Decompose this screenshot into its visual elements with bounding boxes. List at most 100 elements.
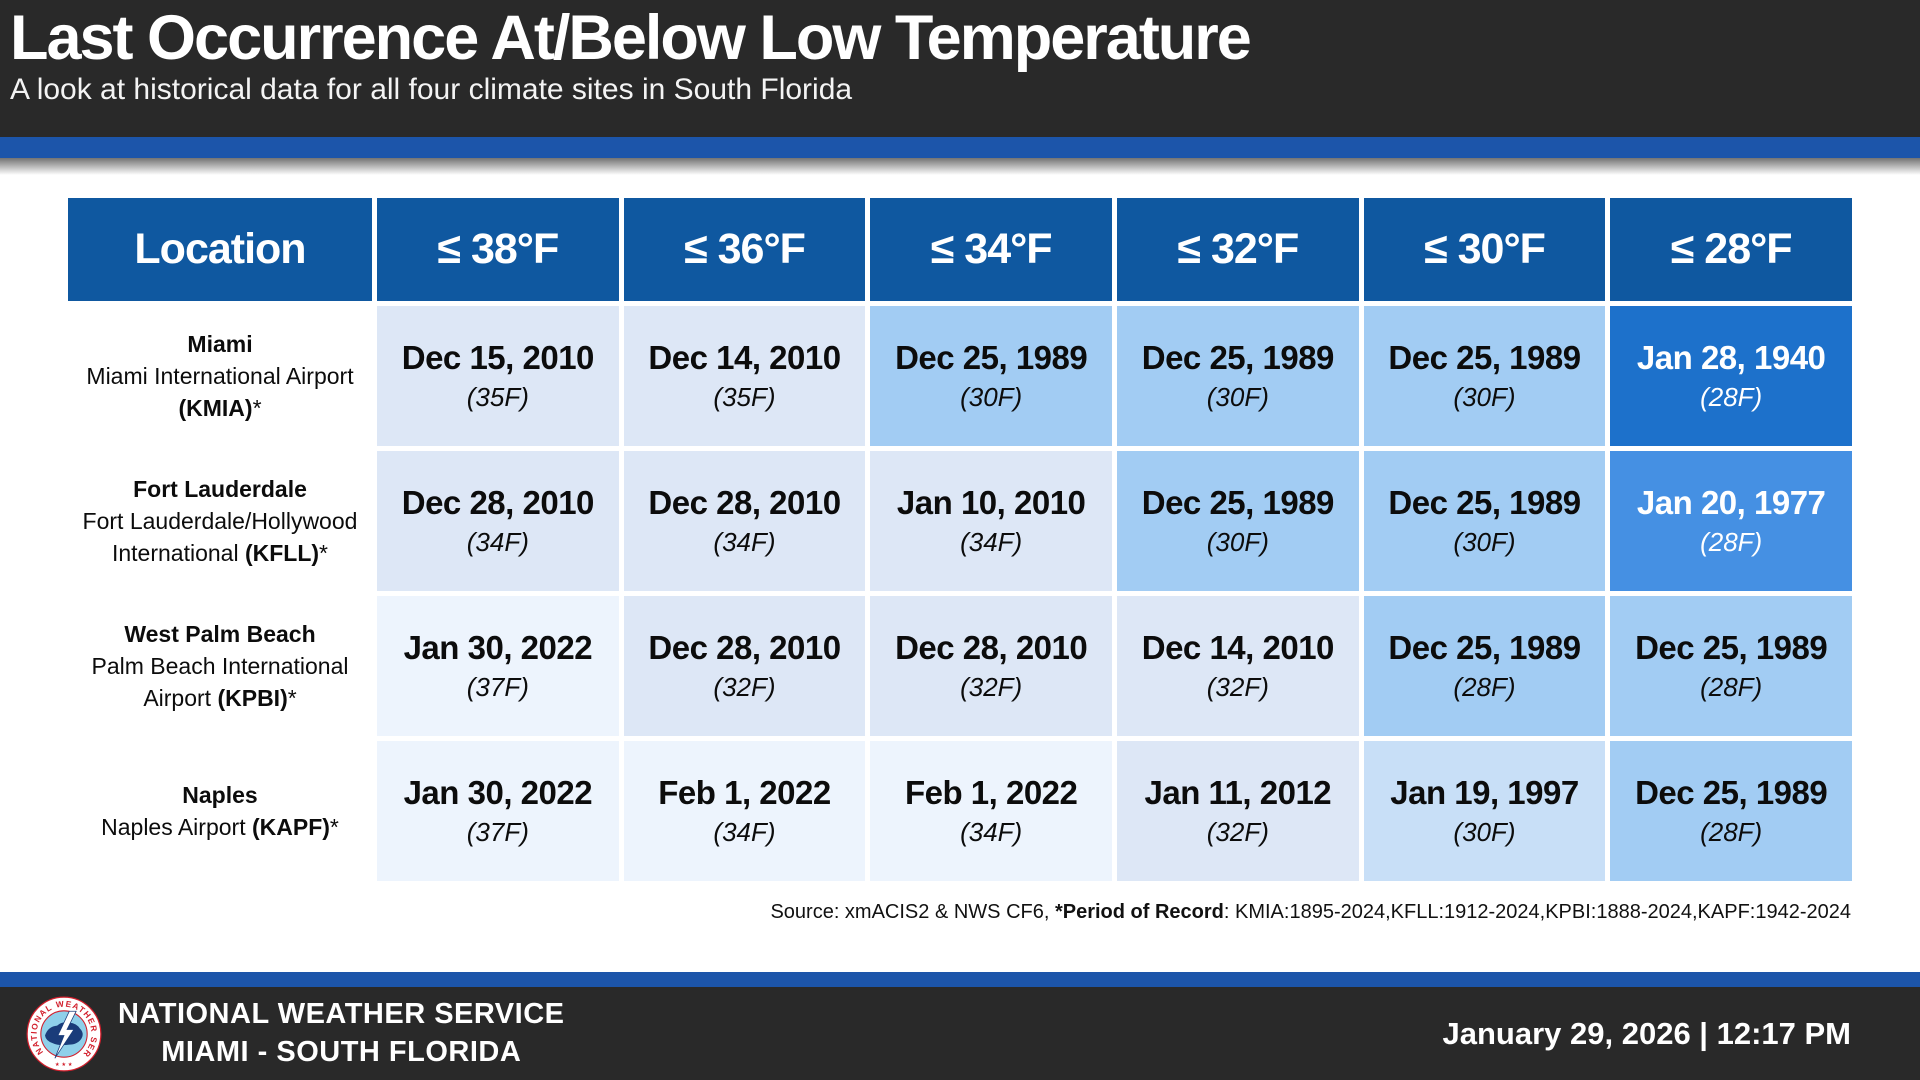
cell-temp: (28F): [1453, 672, 1516, 702]
location-asterisk: *: [319, 540, 328, 567]
cell-temp: (28F): [1700, 527, 1763, 557]
location-code: (KAPF): [251, 814, 330, 840]
location-code-prefix: Airport: [143, 685, 218, 712]
date-cell: Dec 25, 1989 (30F): [1117, 306, 1359, 446]
location-code-line: International (KFLL)*: [112, 537, 328, 569]
cell-date: Feb 1, 2022: [904, 774, 1078, 811]
date-cell: Dec 28, 2010 (34F): [377, 451, 619, 591]
footer-datetime: January 29, 2026 | 12:17 PM: [1442, 1015, 1851, 1051]
cell-date: Dec 14, 2010: [1141, 629, 1335, 666]
source-prefix: Source: xmACIS2 & NWS CF6,: [770, 901, 1055, 923]
cell-temp: (35F): [466, 382, 529, 412]
cell-date: Jan 30, 2022: [403, 629, 593, 666]
location-asterisk: *: [329, 814, 339, 840]
date-cell: Dec 25, 1989 (30F): [1363, 451, 1606, 591]
cell-temp: (32F): [1206, 817, 1269, 847]
date-cell: Jan 30, 2022 (37F): [377, 596, 619, 736]
cell-temp: (30F): [1453, 382, 1516, 412]
cell-date: Dec 28, 2010: [895, 629, 1088, 666]
cell-date: Jan 10, 2010: [896, 484, 1086, 521]
cell-temp: (32F): [960, 672, 1023, 702]
cell-temp: (32F): [713, 672, 776, 702]
location-name: West Palm Beach: [124, 620, 316, 647]
location-asterisk: *: [287, 685, 297, 712]
date-cell: Jan 20, 1977 (28F): [1610, 451, 1852, 591]
cell-temp: (34F): [960, 817, 1023, 847]
last-occurrence-table: Location ≤ 38°F ≤ 36°F ≤ 34°F ≤ 32°F ≤ 3…: [68, 198, 1852, 881]
accent-stripe: [0, 137, 1920, 158]
cell-temp: (30F): [1206, 382, 1269, 412]
footer-bar: NATIONAL WEATHER SERVICE ★ ★ ★ NATIONAL …: [0, 987, 1920, 1080]
cell-temp: (30F): [1453, 817, 1516, 847]
column-header-34f: ≤ 34°F: [870, 198, 1112, 301]
date-cell: Dec 14, 2010 (32F): [1117, 596, 1359, 736]
cell-date: Dec 25, 1989: [1141, 484, 1335, 521]
cell-temp: (28F): [1700, 817, 1763, 847]
cell-date: Jan 19, 1997: [1390, 774, 1579, 811]
location-code: (KMIA): [178, 395, 253, 422]
cell-date: Jan 11, 2012: [1144, 774, 1332, 811]
column-header-36f: ≤ 36°F: [623, 198, 866, 301]
cell-date: Feb 1, 2022: [658, 774, 831, 811]
source-suffix: : KMIA:1895-2024,KFLL:1912-2024,KPBI:188…: [1223, 901, 1851, 923]
cell-date: Dec 25, 1989: [1388, 484, 1581, 521]
cell-date: Dec 25, 1989: [1388, 339, 1581, 376]
location-asterisk: *: [252, 395, 262, 422]
page-subtitle: A look at historical data for all four c…: [10, 73, 853, 107]
date-cell: Feb 1, 2022 (34F): [870, 741, 1112, 881]
location-code: (KPBI): [217, 685, 288, 712]
location-name: Fort Lauderdale: [133, 475, 307, 502]
cell-temp: (34F): [713, 817, 776, 847]
date-cell: Dec 25, 1989 (30F): [1363, 306, 1606, 446]
org-line-2: MIAMI - SOUTH FLORIDA: [161, 1035, 522, 1068]
cell-temp: (37F): [466, 672, 529, 702]
date-cell: Jan 11, 2012 (32F): [1117, 741, 1359, 881]
date-cell: Dec 25, 1989 (30F): [870, 306, 1112, 446]
date-cell: Feb 1, 2022 (34F): [623, 741, 866, 881]
cell-temp: (28F): [1700, 382, 1763, 412]
date-cell: Dec 25, 1989 (30F): [1117, 451, 1359, 591]
location-code-prefix: Naples Airport: [101, 814, 252, 840]
footer-accent-stripe: [0, 972, 1920, 987]
location-code-line: Naples Airport (KAPF)*: [101, 811, 339, 843]
footer-branding: NATIONAL WEATHER SERVICE ★ ★ ★ NATIONAL …: [26, 996, 565, 1072]
location-code: (KFLL): [244, 540, 320, 567]
location-name: Naples: [182, 781, 258, 808]
cell-date: Dec 28, 2010: [648, 484, 841, 521]
cell-date: Dec 15, 2010: [401, 339, 595, 376]
cell-date: Jan 20, 1977: [1636, 484, 1826, 521]
cell-date: Jan 28, 1940: [1636, 339, 1826, 376]
cell-date: Dec 25, 1989: [1635, 774, 1828, 811]
cell-temp: (30F): [1206, 527, 1269, 557]
location-cell-miami: Miami Miami International Airport (KMIA)…: [68, 306, 372, 446]
cell-temp: (30F): [1453, 527, 1516, 557]
date-cell: Jan 10, 2010 (34F): [870, 451, 1112, 591]
location-code-line: Airport (KPBI)*: [143, 682, 296, 714]
org-line-1: NATIONAL WEATHER SERVICE: [118, 997, 565, 1030]
location-code-prefix: International: [111, 540, 245, 567]
date-cell: Dec 25, 1989 (28F): [1610, 741, 1852, 881]
date-cell: Dec 28, 2010 (32F): [870, 596, 1112, 736]
nws-logo-icon: NATIONAL WEATHER SERVICE ★ ★ ★: [26, 996, 102, 1071]
logo-stars: ★ ★ ★: [55, 1061, 73, 1067]
org-name-block: NATIONAL WEATHER SERVICE MIAMI - SOUTH F…: [118, 996, 565, 1071]
location-detail: Palm Beach International: [91, 652, 349, 679]
date-cell: Dec 25, 1989 (28F): [1610, 596, 1852, 736]
cell-temp: (35F): [713, 382, 776, 412]
date-cell: Dec 28, 2010 (34F): [623, 451, 866, 591]
cell-temp: (30F): [960, 382, 1023, 412]
date-cell: Dec 14, 2010 (35F): [623, 306, 866, 446]
cell-temp: (32F): [1206, 672, 1269, 702]
source-note: Source: xmACIS2 & NWS CF6, *Period of Re…: [68, 901, 1851, 924]
cell-date: Jan 30, 2022: [403, 774, 593, 811]
cell-temp: (34F): [713, 527, 776, 557]
location-cell-west-palm-beach: West Palm Beach Palm Beach International…: [68, 596, 372, 736]
page-title: Last Occurrence At/Below Low Temperature: [10, 3, 1252, 73]
date-cell: Dec 15, 2010 (35F): [377, 306, 619, 446]
table-grid: Location ≤ 38°F ≤ 36°F ≤ 34°F ≤ 32°F ≤ 3…: [68, 198, 1852, 881]
cell-temp: (34F): [960, 527, 1023, 557]
cell-date: Dec 28, 2010: [401, 484, 595, 521]
date-cell: Dec 28, 2010 (32F): [623, 596, 866, 736]
location-detail: Miami International Airport: [86, 362, 354, 389]
footer: NATIONAL WEATHER SERVICE ★ ★ ★ NATIONAL …: [0, 972, 1920, 1080]
